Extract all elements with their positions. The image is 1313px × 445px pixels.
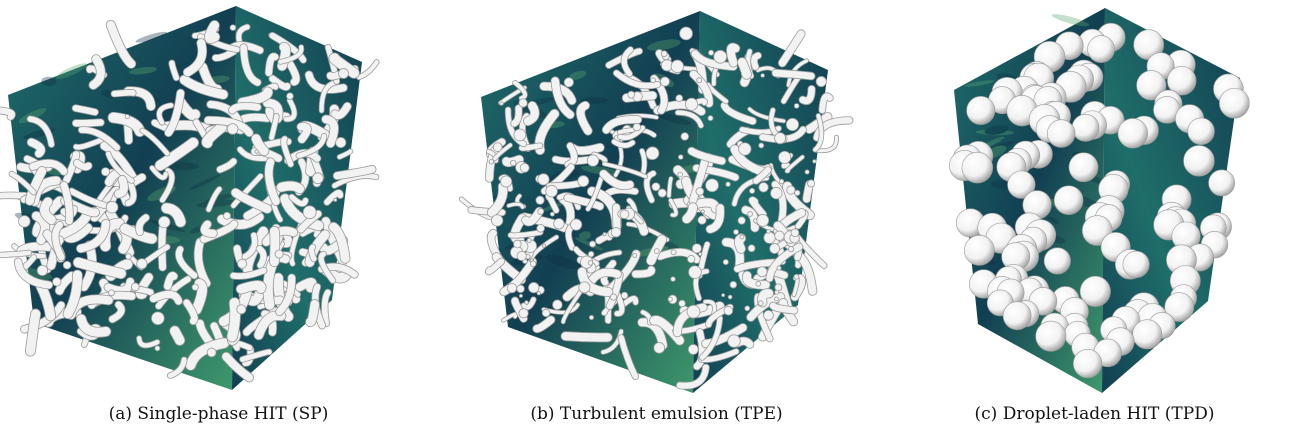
droplet xyxy=(1087,35,1115,63)
droplet xyxy=(1117,118,1149,149)
droplets xyxy=(949,22,1250,379)
vortex-structures xyxy=(458,26,854,390)
droplet xyxy=(1183,145,1215,177)
droplet xyxy=(1132,319,1163,350)
droplet xyxy=(1053,185,1084,215)
droplet xyxy=(1071,113,1100,142)
droplet xyxy=(1187,117,1215,145)
droplet xyxy=(966,96,996,125)
droplet xyxy=(1079,275,1111,307)
droplet xyxy=(1068,152,1099,183)
droplet xyxy=(1043,247,1071,275)
vortex-structures xyxy=(0,19,380,383)
droplet xyxy=(961,151,994,184)
cube-render-sp xyxy=(0,6,380,390)
caption-b: (b) Turbulent emulsion (TPE) xyxy=(530,404,783,424)
droplet xyxy=(1167,66,1197,96)
droplet xyxy=(1164,292,1195,322)
panel-a: (a) Single-phase HIT (SP) xyxy=(0,0,437,445)
droplet xyxy=(1007,170,1036,199)
panel-c: (c) Droplet-laden HIT (TPD) xyxy=(876,0,1313,445)
droplet xyxy=(1035,320,1067,352)
droplet xyxy=(1046,119,1076,148)
cube-render-tpd xyxy=(949,8,1250,393)
droplet xyxy=(1219,87,1250,119)
droplet xyxy=(1073,348,1103,379)
cube-render-tpe xyxy=(458,11,854,393)
caption-a: (a) Single-phase HIT (SP) xyxy=(108,404,329,424)
droplet xyxy=(1208,169,1236,197)
droplet xyxy=(1136,70,1167,101)
droplet xyxy=(964,234,995,266)
panel-b: (b) Turbulent emulsion (TPE) xyxy=(438,0,875,445)
caption-c: (c) Droplet-laden HIT (TPD) xyxy=(974,404,1215,424)
droplet xyxy=(1002,301,1032,331)
droplet xyxy=(1122,250,1150,279)
